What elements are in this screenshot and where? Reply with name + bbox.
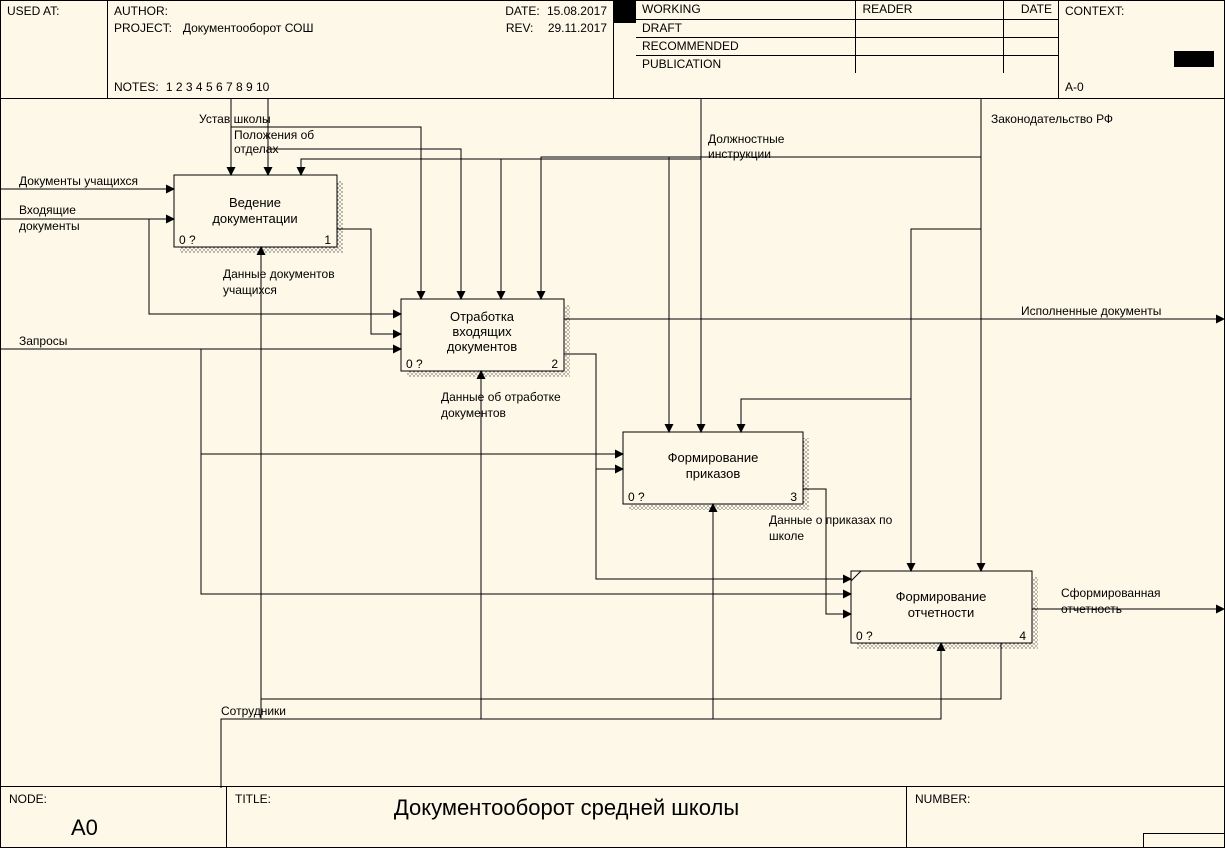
box4-line2: отчетности xyxy=(908,605,975,620)
lbl-vh1: Входящие xyxy=(19,203,76,217)
box2-line2: входящих xyxy=(452,324,512,339)
project-label: PROJECT: xyxy=(114,21,172,35)
lbl-sform2: отчетность xyxy=(1061,602,1122,616)
project-value: Документооборот СОШ xyxy=(183,21,314,35)
box4-ll: 0 ? xyxy=(856,629,873,643)
status-recommended: RECOMMENDED xyxy=(636,37,856,55)
lbl-zapros: Запросы xyxy=(19,334,67,348)
lbl-docuch: Документы учащихся xyxy=(19,174,138,188)
lbl-dolzh1: Должностные xyxy=(708,132,785,146)
lbl-polozh2: отделах xyxy=(234,142,278,156)
lbl-dataotr1: Данные об отработке xyxy=(441,390,561,404)
lbl-sotr: Сотрудники xyxy=(221,704,286,718)
date-label: DATE: xyxy=(505,4,539,18)
rev-value: 29.11.2017 xyxy=(548,21,607,35)
box3-line1: Формирование xyxy=(668,450,759,465)
box2-lr: 2 xyxy=(551,357,558,371)
status-draft: DRAFT xyxy=(636,19,856,37)
lbl-sform1: Сформированная xyxy=(1061,586,1161,600)
context-label: CONTEXT: xyxy=(1065,4,1124,18)
rev-label: REV: xyxy=(506,21,534,35)
box1-line1: Ведение xyxy=(229,195,281,210)
box3-line2: приказов xyxy=(686,466,741,481)
lbl-prik1: Данные о приказах по xyxy=(769,513,893,527)
lbl-dolzh2: инструкции xyxy=(708,147,771,161)
node-label: NODE: xyxy=(9,792,47,806)
lbl-vh2: документы xyxy=(19,219,80,233)
idef0-diagram: Ведение документации 0 ? 1 Отработка вхо… xyxy=(1,98,1224,787)
box1-lr: 1 xyxy=(324,233,331,247)
context-value: A-0 xyxy=(1065,80,1084,94)
box1-line2: документации xyxy=(212,211,297,226)
node-value: A0 xyxy=(71,815,98,841)
box2-ll: 0 ? xyxy=(406,357,423,371)
box3-lr: 3 xyxy=(790,490,797,504)
date-value: 15.08.2017 xyxy=(547,4,607,18)
lbl-dataotr2: документов xyxy=(441,406,506,420)
box4-line1: Формирование xyxy=(896,589,987,604)
box2-line3: документов xyxy=(447,339,517,354)
lbl-prik2: школе xyxy=(769,529,804,543)
box1-ll: 0 ? xyxy=(179,233,196,247)
notes-value: 1 2 3 4 5 6 7 8 9 10 xyxy=(166,80,269,94)
author-label: AUTHOR: xyxy=(114,4,168,18)
lbl-datauch1: Данные документов xyxy=(223,267,335,281)
box3-ll: 0 ? xyxy=(628,490,645,504)
box2-line1: Отработка xyxy=(450,309,515,324)
number-label: NUMBER: xyxy=(915,792,970,806)
context-marker xyxy=(1174,51,1214,67)
status-working: WORKING xyxy=(636,1,856,19)
lbl-polozh1: Положения об xyxy=(234,128,314,142)
used-at-label: USED AT: xyxy=(7,4,59,18)
box4-lr: 4 xyxy=(1019,629,1026,643)
lbl-datauch2: учащихся xyxy=(223,283,277,297)
lbl-zakon: Законодательство РФ xyxy=(991,112,1113,126)
date2-label: DATE xyxy=(1021,2,1052,16)
lbl-isp: Исполненные документы xyxy=(1021,304,1161,318)
status-publication: PUBLICATION xyxy=(636,55,856,73)
lbl-ustav: Устав школы xyxy=(199,112,271,126)
title-value: Документооборот средней школы xyxy=(227,795,906,821)
notes-label: NOTES: xyxy=(114,80,159,94)
reader-label: READER xyxy=(862,2,912,16)
